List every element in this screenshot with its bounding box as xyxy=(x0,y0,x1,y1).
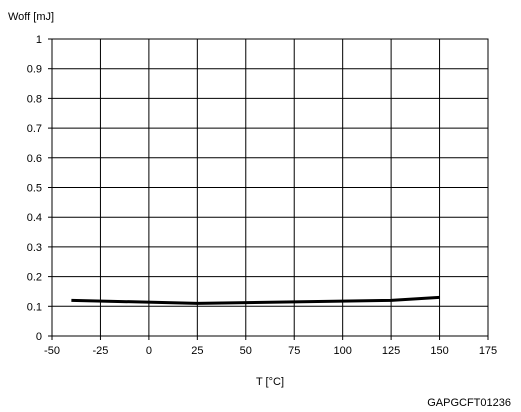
x-tick-label: 125 xyxy=(382,345,400,357)
x-tick-label: 150 xyxy=(430,345,448,357)
x-tick-label: 100 xyxy=(333,345,351,357)
x-axis-ticks: -50 -25 0 25 50 75 100 125 150 175 xyxy=(44,336,497,357)
x-tick-label: 75 xyxy=(288,345,300,357)
y-axis-ticks: 0 0.1 0.2 0.3 0.4 0.5 0.6 0.7 0.8 0.9 1 xyxy=(27,34,52,343)
x-tick-label: -50 xyxy=(44,345,60,357)
y-tick-label: 0 xyxy=(36,331,42,343)
series-group xyxy=(71,295,440,305)
y-tick-label: 0.5 xyxy=(27,183,42,195)
y-tick-label: 0.6 xyxy=(27,153,42,165)
y-tick-label: 1 xyxy=(36,34,42,46)
y-tick-label: 0.4 xyxy=(27,212,42,224)
y-tick-label: 0.7 xyxy=(27,123,42,135)
series-line xyxy=(71,295,440,305)
y-axis-label: Woff [mJ] xyxy=(8,11,54,23)
x-tick-label: 0 xyxy=(146,345,152,357)
figure-code: GAPGCFT01236 xyxy=(427,397,511,409)
y-tick-label: 0.3 xyxy=(27,242,42,254)
y-tick-label: 0.8 xyxy=(27,93,42,105)
x-tick-label: -25 xyxy=(92,345,108,357)
y-tick-label: 0.1 xyxy=(27,301,42,313)
x-tick-label: 25 xyxy=(191,345,203,357)
x-axis-label: T [°C] xyxy=(256,376,284,388)
plot-frame xyxy=(51,38,489,337)
x-tick-label: 175 xyxy=(479,345,497,357)
x-tick-label: 50 xyxy=(240,345,252,357)
y-tick-label: 0.9 xyxy=(27,64,42,76)
y-tick-label: 0.2 xyxy=(27,272,42,284)
